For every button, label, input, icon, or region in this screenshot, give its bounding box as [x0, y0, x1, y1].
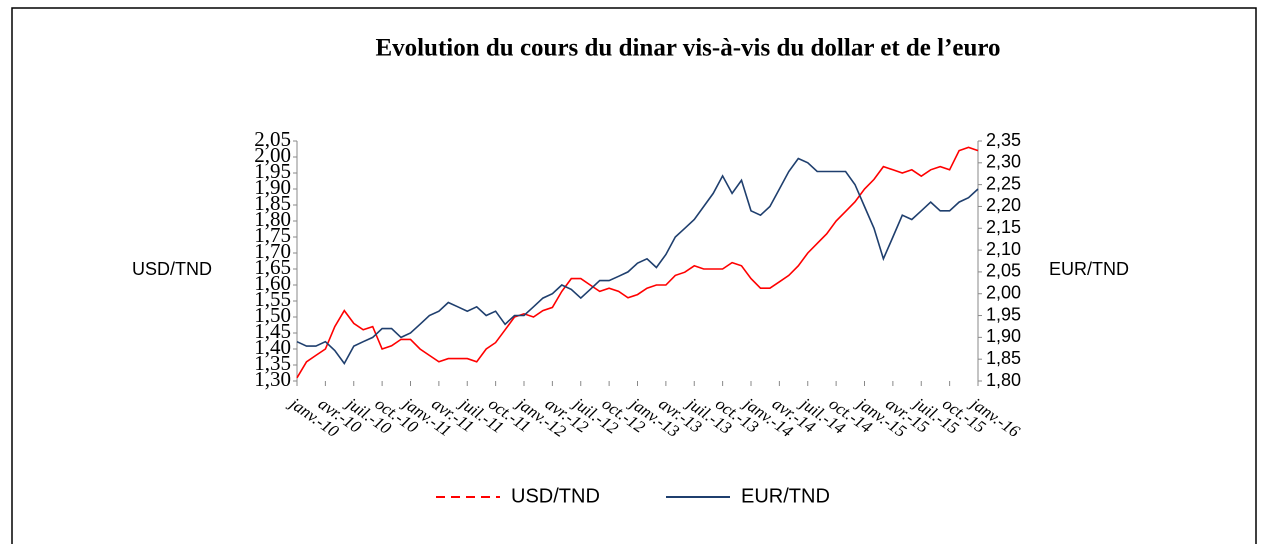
series-line — [296, 146, 979, 379]
y2-tick-label: 2,25 — [986, 173, 1021, 193]
y2-tick-label: 2,30 — [986, 152, 1021, 172]
y-tick-label: 1,70 — [254, 239, 291, 263]
y2-tick-label: 2,05 — [986, 261, 1021, 281]
y2-axis-title: EUR/TND — [1049, 259, 1129, 279]
frame — [11, 7, 1257, 544]
y-tick-label: 1,80 — [254, 207, 291, 231]
y-tick-label: 1,65 — [254, 255, 291, 279]
y-tick-label: 2,05 — [254, 127, 291, 151]
y-tick-label: 1,55 — [254, 287, 291, 311]
y2-tick-label: 1,85 — [986, 348, 1021, 368]
chart-title: Evolution du cours du dinar vis-à-vis du… — [375, 35, 1000, 62]
y-tick-label: 1,45 — [254, 319, 291, 343]
legend-label: EUR/TND — [741, 485, 830, 507]
y2-tick-label: 2,15 — [986, 217, 1021, 237]
y-tick-label: 1,60 — [254, 271, 291, 295]
y-tick-label: 1,30 — [254, 367, 291, 391]
y2-tick-label: 2,00 — [986, 282, 1021, 302]
legend-label: USD/TND — [511, 485, 600, 507]
y-tick-label: 1,90 — [254, 175, 291, 199]
y-tick-label: 1,35 — [254, 351, 291, 375]
y2-tick-label: 2,35 — [986, 130, 1021, 150]
y2-tick-label: 1,80 — [986, 370, 1021, 390]
y-tick-label: 2,00 — [254, 143, 291, 167]
y-axis-title: USD/TND — [132, 259, 212, 279]
y-tick-label: 1,40 — [254, 335, 291, 359]
y2-tick-label: 2,20 — [986, 195, 1021, 215]
y2-tick-label: 2,10 — [986, 239, 1021, 259]
y-tick-label: 1,85 — [254, 191, 291, 215]
y2-tick-label: 1,90 — [986, 326, 1021, 346]
y-tick-label: 1,50 — [254, 303, 291, 327]
y-tick-label: 1,95 — [254, 159, 291, 183]
y-tick-label: 1,75 — [254, 223, 291, 247]
y2-tick-label: 1,95 — [986, 304, 1021, 324]
series-line — [296, 157, 979, 365]
